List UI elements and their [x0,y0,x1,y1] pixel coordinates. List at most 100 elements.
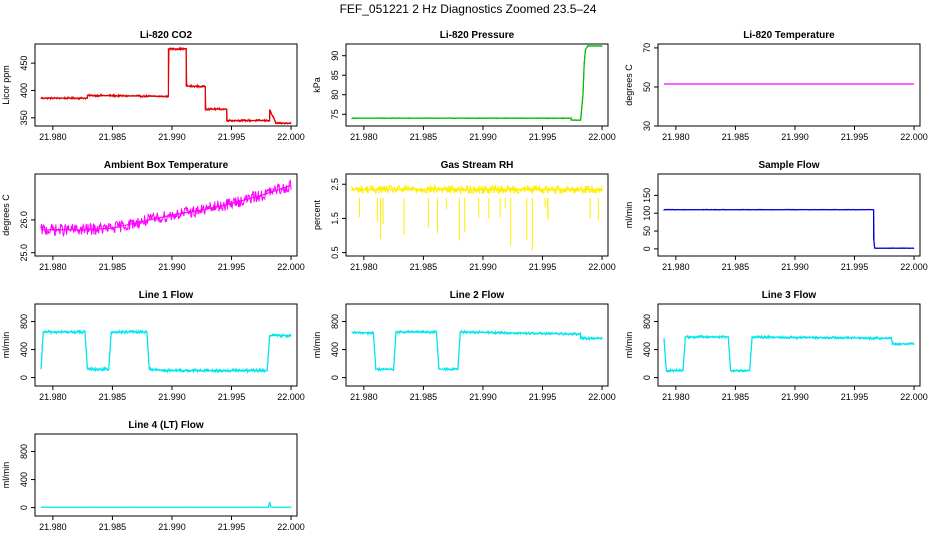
x-tick-label: 22.000 [588,392,616,402]
x-tick-label: 21.985 [99,262,127,272]
x-tick-label: 21.990 [469,392,497,402]
plot-frame [345,303,609,387]
y-tick-label: 0 [19,375,29,380]
plot-frame [657,43,921,127]
y-tick-label: 400 [19,342,29,357]
x-tick-label: 21.980 [39,522,67,532]
x-tick-label: 21.995 [218,522,246,532]
x-tick-label: 22.000 [277,132,305,142]
y-tick-label: 85 [330,70,340,80]
series-line [663,208,915,250]
y-axis-label: Licor ppm [1,65,11,105]
x-tick-label: 21.985 [99,392,127,402]
y-tick-label: 800 [19,314,29,329]
y-tick-label: 50 [642,82,652,92]
plot-frame [657,303,921,387]
y-tick-label: 400 [642,342,652,357]
x-tick-label: 21.995 [218,132,246,142]
y-axis-label: ml/min [624,332,634,359]
y-tick-label: 800 [642,314,652,329]
x-tick-label: 22.000 [900,262,928,272]
x-tick-label: 22.000 [277,522,305,532]
panel-4: Ambient Box Temperature degrees C 21.980 21… [1,160,305,272]
y-tick-label: 800 [330,314,340,329]
y-tick-label: 0 [330,375,340,380]
series-step-line [663,336,914,372]
series-step-line [664,209,914,249]
x-tick-label: 21.980 [39,392,67,402]
series-step-line [352,331,602,370]
y-tick-label: 800 [19,444,29,459]
x-tick-label: 21.985 [410,132,438,142]
y-axis-label: percent [312,199,322,230]
series-step-line [41,48,291,124]
x-tick-label: 21.980 [39,262,67,272]
x-tick-label: 21.985 [410,262,438,272]
series-step-line [41,501,291,508]
x-tick-label: 21.990 [469,132,497,142]
y-tick-label: 26.0 [19,211,29,229]
series-line [351,183,603,196]
y-tick-label: 400 [19,83,29,98]
y-tick-label: 100 [642,206,652,221]
x-tick-label: 21.995 [841,262,869,272]
panel-5: Gas Stream RH percent 21.980 21.985 21.990 21… [312,160,616,272]
panel-title: Line 4 (LT) Flow [128,420,204,431]
x-tick-label: 21.995 [529,262,557,272]
x-tick-label: 21.990 [158,392,186,402]
x-tick-label: 21.990 [781,392,809,402]
panel-title: Li-820 CO2 [140,30,193,41]
y-tick-label: 30 [642,121,652,131]
plot-frame [657,173,921,257]
y-tick-label: 90 [330,51,340,61]
panel-title: Gas Stream RH [441,160,514,171]
x-tick-label: 21.985 [410,392,438,402]
y-tick-label: 150 [642,188,652,203]
y-axis-label: ml/min [1,462,11,489]
plot-frame [34,173,298,257]
panel-title: Line 1 Flow [139,290,194,301]
panel-3: Li-820 Temperature degrees C 21.980 21.985 2… [624,30,928,142]
y-axis-label: ml/min [624,202,634,229]
x-tick-label: 21.990 [781,262,809,272]
panel-7: Line 1 Flow ml/min 21.980 21.985 21.990 21.99… [1,290,305,402]
x-tick-label: 21.995 [841,392,869,402]
y-tick-label: 0.5 [330,246,340,259]
x-tick-label: 21.985 [722,262,750,272]
plot-frame [345,173,609,257]
y-tick-label: 450 [19,56,29,71]
series-step-line [352,45,602,121]
x-tick-label: 21.990 [469,262,497,272]
x-tick-label: 21.995 [218,392,246,402]
x-tick-label: 21.980 [350,262,378,272]
x-tick-label: 21.980 [350,132,378,142]
series-line [351,329,603,373]
panel-title: Li-820 Temperature [743,30,835,41]
y-tick-label: 1.5 [330,212,340,225]
y-tick-label: 400 [330,342,340,357]
series-step-line [40,331,291,372]
x-tick-label: 21.995 [529,392,557,402]
plot-frame [34,43,298,127]
series-line [40,46,292,125]
x-tick-label: 21.985 [722,132,750,142]
panel-title: Line 2 Flow [450,290,505,301]
x-tick-label: 21.990 [781,132,809,142]
x-tick-label: 22.000 [588,132,616,142]
y-axis-label: degrees C [1,194,11,236]
plot-frame [34,433,298,517]
panel-title: Line 3 Flow [762,290,817,301]
x-tick-label: 21.980 [662,392,690,402]
x-tick-label: 21.980 [662,262,690,272]
panel-8: Line 2 Flow ml/min 21.980 21.985 21.990 21.99… [312,290,616,402]
y-tick-label: 350 [19,110,29,125]
figure-title: FEF_051221 2 Hz Diagnostics Zoomed 23.5–… [339,2,597,16]
series-line [40,328,292,375]
x-tick-label: 21.985 [99,522,127,532]
y-tick-label: 0 [642,246,652,251]
panel-1: Li-820 CO2 Licor ppm 21.980 21.985 21.990 21.… [1,30,305,142]
x-tick-label: 22.000 [277,392,305,402]
panel-9: Line 3 Flow ml/min 21.980 21.985 21.990 21.99… [624,290,928,402]
y-axis-label: kPa [312,77,322,93]
panel-title: Ambient Box Temperature [104,160,229,171]
